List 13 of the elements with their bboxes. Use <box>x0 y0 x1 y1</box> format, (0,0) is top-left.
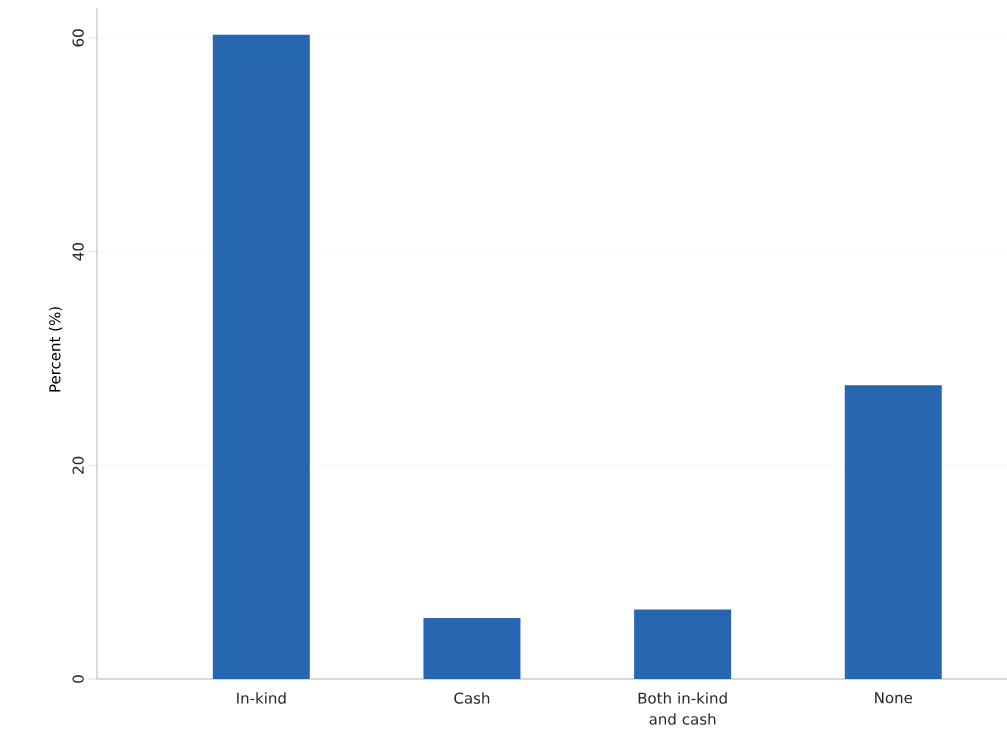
y-axis-title: Percent (%) <box>48 307 63 392</box>
x-tick-label: In-kind <box>237 692 286 704</box>
bar <box>423 618 521 679</box>
x-tick-label: Both in-kind and cash <box>638 692 727 725</box>
y-tick-label: 20 <box>72 456 84 474</box>
bar <box>634 609 732 679</box>
bar <box>212 34 310 679</box>
y-tick-label: 60 <box>72 29 84 47</box>
y-tick-label: 0 <box>72 675 84 683</box>
y-tick-label: 40 <box>72 243 84 261</box>
x-tick-label: None <box>875 692 913 704</box>
bar <box>844 385 942 679</box>
x-tick-label: Cash <box>454 692 490 704</box>
